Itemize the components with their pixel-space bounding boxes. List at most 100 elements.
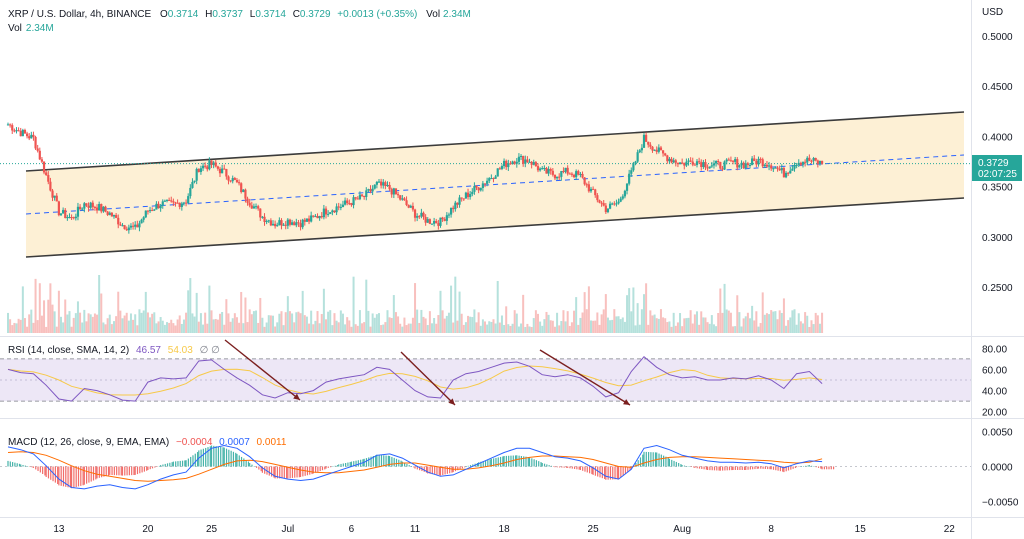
macd-hist-bar [299, 466, 302, 477]
volume-bar [522, 294, 525, 333]
candle-body [267, 220, 270, 222]
volume-bar [62, 322, 65, 333]
candle-body [176, 202, 179, 204]
volume-indicator-label[interactable]: Vol [8, 23, 22, 34]
volume-bar [81, 322, 84, 333]
candle-body [778, 168, 781, 171]
volume-bar [749, 318, 751, 333]
volume-bar [121, 318, 124, 333]
macd-hist-bar [131, 466, 133, 476]
volume-bar [632, 287, 635, 333]
volume-bar [719, 288, 722, 333]
candle-body [221, 168, 224, 174]
candle-body [235, 179, 239, 183]
volume-bar [244, 297, 247, 333]
macd-hist-bar [355, 460, 357, 467]
volume-bar [255, 310, 258, 333]
candle-body [814, 158, 817, 161]
macd-hist-bar [73, 466, 75, 488]
volume-bar [21, 286, 24, 333]
candle-body [193, 180, 196, 182]
candle-body [558, 176, 561, 178]
macd-hist-bar [370, 456, 372, 467]
volume-bar [276, 322, 279, 333]
macd-hist-bar [531, 458, 533, 467]
volume-bar [452, 322, 455, 333]
time-axis[interactable]: 13 20 25 Jul 6 11 18 25 Aug 8 15 22 [53, 524, 955, 535]
macd-hist-bar [690, 466, 692, 467]
macd-hist-bar [151, 466, 154, 469]
macd-title[interactable]: MACD (12, 26, close, 9, EMA, EMA) [8, 437, 169, 448]
volume-bar [229, 321, 232, 333]
rsi-title[interactable]: RSI (14, close, SMA, 14, 2) [8, 345, 129, 356]
volume-bar [89, 314, 92, 333]
volume-bar [47, 299, 50, 333]
macd-hist-bar [444, 466, 446, 475]
macd-hist-bar [116, 466, 118, 476]
currency-label[interactable]: USD [982, 7, 1003, 18]
volume-bar [804, 312, 807, 333]
macd-hist-bar [823, 466, 825, 470]
candle-body [564, 167, 567, 172]
macd-hist-bar [124, 466, 126, 476]
price-pane[interactable] [0, 111, 971, 333]
symbol-title[interactable]: XRP / U.S. Dollar, 4h, BINANCE [8, 9, 152, 20]
candle-body [68, 217, 71, 219]
macd-hist-bar [573, 466, 576, 469]
volume-bar [314, 320, 317, 333]
macd-hist-bar [675, 461, 677, 467]
candle-body [615, 203, 618, 205]
volume-bar [233, 313, 236, 333]
macd-hist-bar [716, 466, 718, 471]
macd-hist-bar [749, 466, 751, 470]
channel-upper-line[interactable] [25, 111, 965, 172]
macd-hist-bar [133, 466, 135, 476]
channel-lower-line[interactable] [25, 197, 965, 258]
macd-hist-bar [548, 465, 550, 467]
candle-body [443, 219, 446, 221]
candle-body [818, 160, 822, 164]
volume-bar [537, 313, 539, 333]
volume-bar [212, 319, 215, 333]
volume-bar [441, 310, 444, 333]
volume-bar [161, 320, 164, 333]
volume-bar [581, 312, 584, 333]
macd-hist-bar [467, 465, 469, 467]
volume-bar [286, 296, 289, 333]
candle-body [322, 208, 325, 218]
volume-bar [517, 326, 520, 333]
rsi-pane[interactable]: RSI (14, close, SMA, 14, 2) 46.57 54.03 … [0, 339, 1007, 419]
candle-body [664, 153, 667, 156]
volume-bar [547, 314, 550, 333]
volume-bar [583, 292, 586, 333]
volume-bar [780, 313, 783, 333]
macd-hist-bar [478, 462, 480, 467]
volume-bar [640, 309, 643, 333]
candle-body [78, 206, 82, 210]
macd-hist-bar [380, 455, 383, 467]
candle-body [617, 201, 620, 204]
price-axis[interactable]: USD 0.5000 0.4500 0.4000 0.3500 0.3000 0.2500… [972, 7, 1022, 294]
volume-bar [778, 310, 781, 333]
volume-bar [736, 295, 739, 333]
candle-body [280, 220, 283, 226]
volume-bar [361, 323, 364, 333]
candle-body [589, 188, 593, 192]
macd-hist-bar [172, 461, 174, 467]
macd-hist-bar [429, 466, 431, 474]
candle-body [62, 209, 65, 214]
volume-bar [115, 316, 118, 333]
candle-body [360, 194, 364, 196]
volume-bar [596, 312, 599, 333]
macd-hist-bar [543, 463, 546, 467]
price-tick-5: 0.2500 [982, 283, 1013, 294]
volume-bar [782, 298, 785, 333]
volume-bar [623, 321, 626, 333]
candle-body [469, 194, 472, 198]
macd-pane[interactable]: MACD (12, 26, close, 9, EMA, EMA) −0.000… [0, 428, 1019, 509]
volume-bar [333, 313, 336, 333]
volume-bar [257, 322, 260, 333]
candle-body [276, 225, 279, 227]
candle-body [672, 160, 675, 163]
